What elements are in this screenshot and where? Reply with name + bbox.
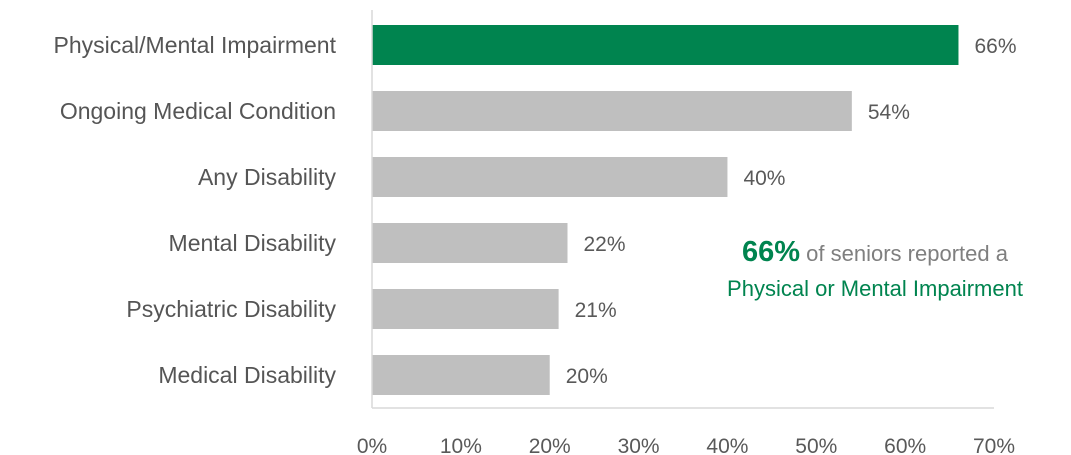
category-label-physical-mental-impairment: Physical/Mental Impairment	[54, 32, 337, 58]
chart-annotation: 66% of seniors reported a Physical or Me…	[690, 232, 1060, 304]
bar-psychiatric-disability	[372, 289, 559, 329]
value-label-medical-disability: 20%	[566, 365, 608, 388]
category-label-ongoing-medical-condition: Ongoing Medical Condition	[60, 98, 336, 124]
bar-mental-disability	[372, 223, 568, 263]
x-tick-label-0: 0%	[357, 435, 387, 455]
value-label-mental-disability: 22%	[583, 233, 625, 256]
bar-any-disability	[372, 157, 728, 197]
x-tick-labels-group: 0% 10% 20% 30% 40% 50% 60% 70%	[357, 435, 1015, 455]
category-label-medical-disability: Medical Disability	[158, 362, 336, 388]
value-label-ongoing-medical-condition: 54%	[868, 101, 910, 124]
category-label-psychiatric-disability: Psychiatric Disability	[126, 296, 336, 322]
category-label-mental-disability: Mental Disability	[169, 230, 337, 256]
annotation-emphasis: Physical or Mental Impairment	[727, 276, 1023, 302]
x-tick-label-60: 60%	[884, 435, 926, 455]
annotation-text: of seniors reported a	[800, 241, 1008, 266]
value-label-any-disability: 40%	[743, 167, 785, 190]
annotation-highlight-value: 66%	[742, 236, 801, 268]
x-tick-label-50: 50%	[795, 435, 837, 455]
bar-medical-disability	[372, 355, 550, 395]
value-labels-group: 66% 54% 40% 22% 21% 20%	[566, 35, 1017, 388]
bar-physical-mental-impairment	[372, 25, 959, 65]
value-label-physical-mental-impairment: 66%	[974, 35, 1016, 58]
category-labels-group: Physical/Mental Impairment Ongoing Medica…	[54, 32, 337, 388]
bar-ongoing-medical-condition	[372, 91, 852, 131]
value-label-psychiatric-disability: 21%	[575, 299, 617, 322]
bars-group	[372, 25, 959, 395]
x-tick-label-20: 20%	[529, 435, 571, 455]
x-tick-label-40: 40%	[706, 435, 748, 455]
x-tick-label-30: 30%	[618, 435, 660, 455]
category-label-any-disability: Any Disability	[198, 164, 337, 190]
x-tick-label-10: 10%	[440, 435, 482, 455]
x-tick-label-70: 70%	[973, 435, 1015, 455]
